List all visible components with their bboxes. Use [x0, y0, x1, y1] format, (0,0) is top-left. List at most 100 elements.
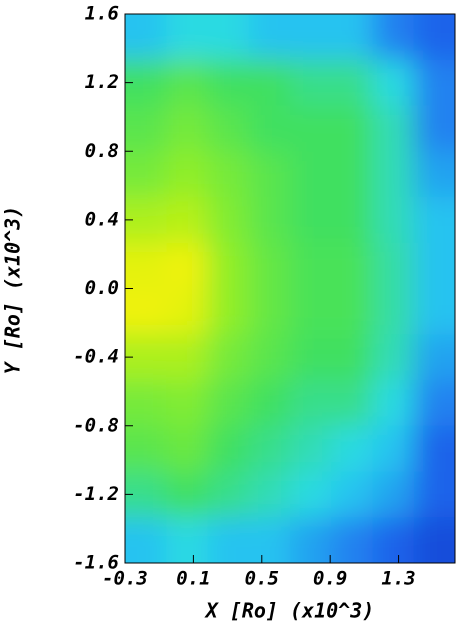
- heatmap-cell: [248, 242, 291, 290]
- heatmap-cell: [290, 242, 333, 290]
- heatmap-cell: [207, 197, 250, 244]
- y-tick-label: -1.6: [73, 552, 119, 574]
- heatmap-cell: [413, 425, 455, 473]
- heatmap-cell: [248, 14, 291, 61]
- heatmap-cell: [207, 380, 250, 427]
- heatmap-cell: [125, 14, 168, 61]
- y-tick-label: 1.6: [85, 3, 119, 25]
- heatmap-cell: [290, 425, 333, 473]
- heatmap-cell: [372, 105, 415, 153]
- heatmap-cell: [166, 59, 209, 107]
- heatmap-cell: [166, 288, 209, 336]
- heatmap-cell: [413, 334, 455, 381]
- heatmap-cell: [207, 105, 250, 153]
- heatmap-cell: [331, 59, 374, 107]
- heatmap-cell: [248, 334, 291, 381]
- heatmap-cell: [125, 105, 168, 153]
- y-tick-label: -0.8: [73, 414, 119, 436]
- heatmap-cell: [331, 14, 374, 61]
- heatmap-cell: [413, 517, 455, 563]
- heatmap: [125, 14, 455, 563]
- heatmap-cell: [372, 151, 415, 198]
- heatmap-cell: [248, 59, 291, 107]
- heatmap-cell: [207, 517, 250, 563]
- heatmap-cell: [248, 288, 291, 336]
- heatmap-cell: [248, 151, 291, 198]
- heatmap-cell: [413, 471, 455, 519]
- heatmap-cell: [207, 288, 250, 336]
- x-tick-label: 0.1: [176, 568, 210, 590]
- heatmap-cell: [290, 334, 333, 381]
- heatmap-cell: [331, 380, 374, 427]
- heatmap-cell: [372, 14, 415, 61]
- heatmap-cell: [125, 242, 168, 290]
- heatmap-cell: [248, 471, 291, 519]
- heatmap-cell: [290, 105, 333, 153]
- heatmap-cell: [331, 471, 374, 519]
- heatmap-cell: [166, 334, 209, 381]
- heatmap-cell: [372, 380, 415, 427]
- y-axis-label: Y [Ro] (x10^3): [1, 206, 25, 375]
- heatmap-cell: [372, 288, 415, 336]
- y-tick-label: -1.2: [73, 483, 119, 505]
- heatmap-cell: [413, 14, 455, 61]
- heatmap-cell: [166, 425, 209, 473]
- heatmap-cell: [248, 380, 291, 427]
- heatmap-cell: [166, 517, 209, 563]
- heatmap-cell: [413, 380, 455, 427]
- heatmap-cell: [166, 105, 209, 153]
- heatmap-cell: [166, 14, 209, 61]
- heatmap-cell: [125, 517, 168, 563]
- heatmap-cells: [125, 14, 455, 563]
- heatmap-cell: [372, 425, 415, 473]
- heatmap-cell: [372, 197, 415, 244]
- heatmap-cell: [166, 471, 209, 519]
- heatmap-cell: [331, 151, 374, 198]
- heatmap-cell: [372, 242, 415, 290]
- heatmap-cell: [248, 197, 291, 244]
- heatmap-cell: [372, 334, 415, 381]
- heatmap-cell: [207, 334, 250, 381]
- heatmap-cell: [413, 105, 455, 153]
- heatmap-cell: [166, 197, 209, 244]
- heatmap-cell: [413, 59, 455, 107]
- heatmap-cell: [207, 242, 250, 290]
- heatmap-cell: [290, 380, 333, 427]
- heatmap-cell: [207, 14, 250, 61]
- heatmap-cell: [413, 151, 455, 198]
- heatmap-cell: [331, 334, 374, 381]
- heatmap-cell: [413, 288, 455, 336]
- heatmap-cell: [248, 425, 291, 473]
- heatmap-cell: [125, 380, 168, 427]
- heatmap-cell: [207, 59, 250, 107]
- heatmap-cell: [248, 105, 291, 153]
- heatmap-cell: [290, 288, 333, 336]
- heatmap-cell: [248, 517, 291, 563]
- x-axis-label: X [Ro] (x10^3): [204, 599, 375, 623]
- heatmap-cell: [166, 151, 209, 198]
- x-tick-label: 0.9: [313, 568, 347, 590]
- heatmap-cell: [290, 14, 333, 61]
- heatmap-cell: [331, 425, 374, 473]
- heatmap-cell: [413, 197, 455, 244]
- heatmap-cell: [290, 471, 333, 519]
- heatmap-cell: [166, 242, 209, 290]
- y-tick-label: 0.0: [85, 277, 119, 299]
- heatmap-cell: [372, 517, 415, 563]
- heatmap-cell: [413, 242, 455, 290]
- y-tick-label: 1.2: [85, 71, 119, 93]
- heatmap-cell: [207, 425, 250, 473]
- heatmap-cell: [290, 59, 333, 107]
- heatmap-cell: [372, 471, 415, 519]
- heatmap-cell: [290, 517, 333, 563]
- heatmap-cell: [166, 380, 209, 427]
- heatmap-cell: [125, 425, 168, 473]
- heatmap-cell: [125, 288, 168, 336]
- y-tick-label: 0.8: [85, 140, 119, 162]
- heatmap-cell: [331, 197, 374, 244]
- y-tick-label: -0.4: [73, 346, 119, 368]
- heatmap-cell: [331, 105, 374, 153]
- heatmap-cell: [207, 471, 250, 519]
- heatmap-cell: [125, 151, 168, 198]
